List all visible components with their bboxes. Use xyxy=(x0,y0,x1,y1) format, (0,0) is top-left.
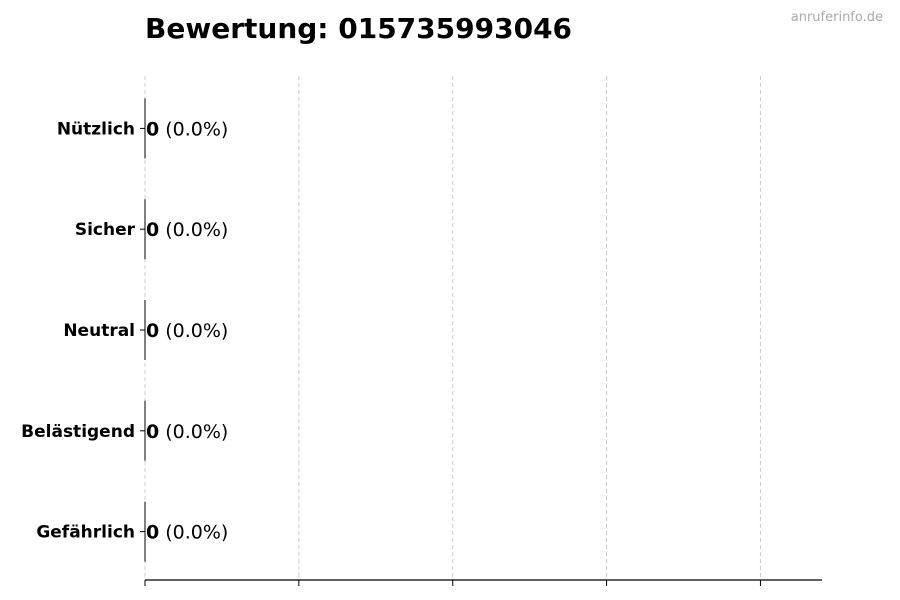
y-tick-label: Belästigend xyxy=(21,422,135,442)
chart-title: Bewertung: 015735993046 xyxy=(145,12,573,45)
value-label: 0 xyxy=(146,320,159,342)
y-tick-label: Neutral xyxy=(63,321,135,341)
y-tick-label: Sicher xyxy=(75,220,136,240)
value-label: 0 xyxy=(146,118,159,140)
data-label: 0 (0.0%) xyxy=(146,118,228,140)
value-label: 0 xyxy=(146,421,159,443)
value-label: 0 xyxy=(146,522,159,544)
percent-label: (0.0%) xyxy=(165,320,228,342)
percent-label: (0.0%) xyxy=(165,219,228,241)
y-tick-label: Gefährlich xyxy=(36,523,135,543)
data-label: 0 (0.0%) xyxy=(146,219,228,241)
data-label: 0 (0.0%) xyxy=(146,320,228,342)
percent-label: (0.0%) xyxy=(165,522,228,544)
data-label: 0 (0.0%) xyxy=(146,421,228,443)
percent-label: (0.0%) xyxy=(165,118,228,140)
value-label: 0 xyxy=(146,219,159,241)
watermark: anruferinfo.de xyxy=(790,10,883,25)
y-tick-label: Nützlich xyxy=(57,119,135,139)
data-label: 0 (0.0%) xyxy=(146,522,228,544)
percent-label: (0.0%) xyxy=(165,421,228,443)
